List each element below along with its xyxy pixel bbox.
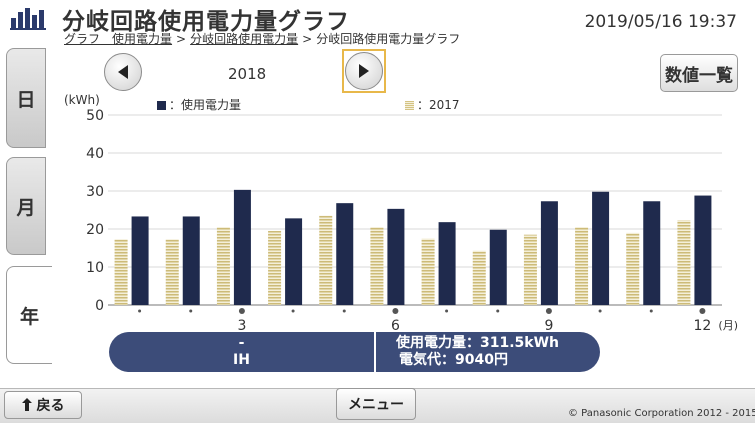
breadcrumb-separator: > — [302, 32, 313, 46]
next-year-button[interactable] — [345, 52, 383, 90]
x-tick-marker — [545, 308, 552, 314]
usage-bar-chart: (kWh) 0 10 20 30 40 50 3 6 9 12 (月) — [64, 93, 738, 334]
x-axis-unit-label: (月) — [718, 319, 738, 332]
y-axis-unit-label: (kWh) — [64, 93, 100, 107]
bar-usage — [336, 203, 354, 305]
bar-chart-logo-icon — [10, 8, 46, 30]
copyright: © Panasonic Corporation 2012 - 2015 — [568, 408, 755, 419]
bar-2017 — [626, 232, 640, 305]
y-tick-label: 40 — [86, 146, 104, 162]
bar-2017 — [421, 238, 435, 305]
x-tick-dot — [496, 309, 500, 313]
menu-button[interactable]: メニュー — [336, 388, 416, 420]
y-tick-label: 0 — [95, 298, 104, 314]
bar-2017 — [165, 239, 179, 305]
totals-info: 使用電力量：311.5kWh 電気代：9040円 — [376, 332, 600, 372]
bar-2017 — [523, 234, 537, 305]
bar-2017 — [114, 239, 128, 305]
tab-day-label: 日 — [16, 88, 36, 111]
bar-2017 — [370, 227, 384, 305]
bar-usage — [131, 216, 149, 305]
x-tick-marker — [699, 308, 706, 314]
x-tick-dot — [138, 309, 142, 313]
circuit-name: IH — [233, 352, 250, 368]
usage-value: 311.5kWh — [480, 335, 560, 351]
x-tick-dot — [189, 309, 193, 313]
return-arrow-icon — [21, 398, 32, 411]
cost-label: 電気代： — [399, 352, 455, 368]
y-tick-label: 50 — [86, 108, 104, 124]
bar-usage — [643, 201, 661, 305]
x-tick-dot — [649, 309, 653, 313]
x-tick-dot — [291, 309, 295, 313]
bar-usage — [592, 191, 610, 305]
year-label: 2018 — [228, 65, 267, 83]
summary-panel: - IH 使用電力量：311.5kWh 電気代：9040円 — [109, 332, 600, 372]
bar-usage — [233, 189, 251, 305]
bar-usage — [438, 222, 456, 305]
bar-usage — [387, 208, 405, 305]
legend-current-label: ：使用電力量 — [169, 98, 242, 112]
tab-year[interactable]: 年 — [6, 266, 52, 364]
bar-usage — [694, 195, 712, 305]
back-button-label: 戻る — [36, 398, 65, 414]
value-list-button[interactable]: 数値一覧 — [660, 54, 738, 92]
bar-2017 — [677, 220, 691, 305]
triangle-right-icon — [359, 64, 369, 78]
circuit-dash: - — [238, 335, 245, 351]
breadcrumb-current: 分岐回路使用電力量グラフ — [316, 32, 461, 46]
page-title: 分岐回路使用電力量グラフ — [62, 9, 350, 35]
cost-total: 電気代：9040円 — [396, 352, 600, 369]
bar-2017 — [319, 215, 333, 305]
bar-usage — [489, 229, 507, 305]
next-year-focus-ring — [342, 49, 386, 93]
legend-previous: ：2017 — [405, 96, 460, 113]
breadcrumb-branch-usage[interactable]: 分岐回路使用電力量 — [190, 32, 299, 46]
circuit-info: - IH — [109, 332, 374, 372]
triangle-left-icon — [118, 65, 128, 79]
x-tick-marker — [392, 308, 399, 314]
x-tick-dot — [445, 309, 449, 313]
usage-total: 使用電力量：311.5kWh — [396, 335, 600, 352]
tab-month-label: 月 — [16, 196, 36, 219]
usage-label: 使用電力量： — [396, 335, 480, 351]
datetime: 2019/05/16 19:37 — [584, 12, 737, 32]
breadcrumb-separator: > — [176, 32, 187, 46]
x-tick-label: 9 — [544, 318, 553, 334]
x-tick-label: 12 — [694, 318, 712, 334]
breadcrumb: グラフ 使用電力量 > 分岐回路使用電力量 > 分岐回路使用電力量グラフ — [64, 30, 460, 47]
legend-previous-label: ：2017 — [417, 98, 460, 112]
tab-month[interactable]: 月 — [6, 157, 46, 255]
back-button[interactable]: 戻る — [4, 391, 82, 419]
header-bar: 分岐回路使用電力量グラフ 2019/05/16 19:37 グラフ 使用電力量 >… — [0, 0, 755, 48]
legend-current-swatch — [157, 101, 166, 110]
bar-2017 — [268, 230, 282, 305]
x-tick-label: 3 — [237, 318, 246, 334]
legend-current: ：使用電力量 — [157, 96, 241, 113]
tab-year-label: 年 — [19, 305, 39, 328]
bar-2017 — [216, 227, 230, 305]
breadcrumb-graph[interactable]: グラフ 使用電力量 — [64, 32, 173, 46]
summary-divider — [374, 332, 376, 372]
y-tick-label: 10 — [86, 260, 104, 276]
bar-2017 — [472, 250, 486, 305]
x-tick-dot — [598, 309, 602, 313]
x-tick-marker — [238, 308, 245, 314]
x-tick-label: 6 — [391, 318, 400, 334]
y-tick-label: 30 — [86, 184, 104, 200]
bar-usage — [540, 201, 558, 305]
tab-day[interactable]: 日 — [6, 48, 46, 148]
y-tick-label: 20 — [86, 222, 104, 238]
bar-usage — [285, 218, 303, 305]
prev-year-button[interactable] — [104, 53, 142, 91]
bar-2017 — [575, 227, 589, 305]
legend-previous-swatch — [405, 101, 414, 110]
bar-usage — [182, 216, 200, 305]
cost-value: 9040円 — [455, 352, 508, 368]
x-tick-dot — [342, 309, 346, 313]
